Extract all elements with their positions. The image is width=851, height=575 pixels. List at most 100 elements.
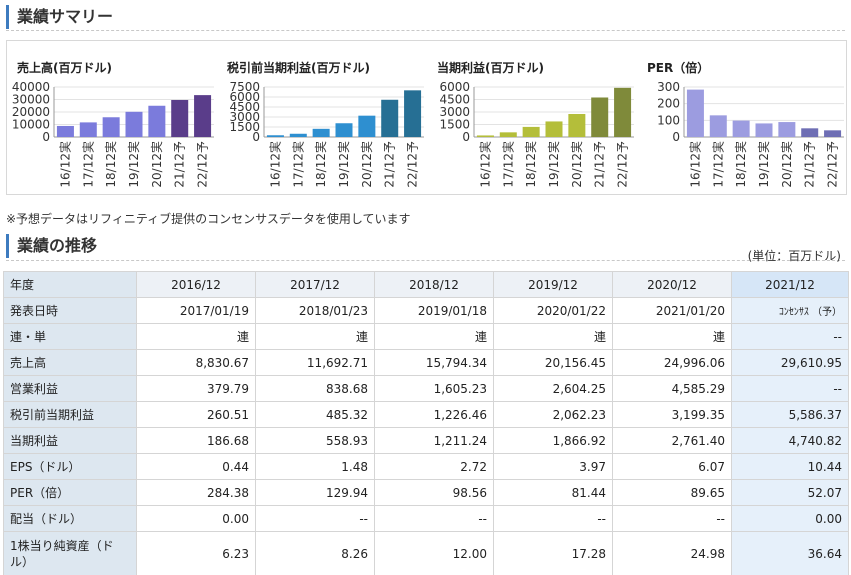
bar-20/12実[interactable] xyxy=(148,105,166,137)
bar-18/12実[interactable] xyxy=(102,117,120,137)
column-header-year: 2019/12 xyxy=(493,271,613,298)
y-tick-label: 40000 xyxy=(12,80,50,94)
x-tick-label: 16/12実 xyxy=(57,141,72,188)
table-row: 営業利益 379.79 838.68 1,605.23 2,604.25 4,585.29… xyxy=(3,375,849,402)
bar-21/12予[interactable] xyxy=(171,99,189,137)
y-tick-label: 30000 xyxy=(12,93,50,107)
table-cell: ｺﾝｾﾝｻｽ （予） xyxy=(731,297,849,324)
x-tick-label: 20/12実 xyxy=(779,141,794,188)
table-cell: 20,156.45 xyxy=(493,349,613,376)
bar-19/12実[interactable] xyxy=(545,121,563,137)
x-tick-label: 21/12予 xyxy=(803,141,817,188)
bar-16/12実[interactable] xyxy=(266,135,284,137)
table-row: 売上高 8,830.67 11,692.71 15,794.34 20,156.45 24… xyxy=(3,349,849,376)
table-cell: 10.44 xyxy=(731,453,849,480)
bar-22/12予[interactable] xyxy=(404,90,422,137)
table-cell: 2,604.25 xyxy=(493,375,613,402)
bar-19/12実[interactable] xyxy=(335,123,353,137)
y-tick-label: 4500 xyxy=(439,93,470,107)
bar-21/12予[interactable] xyxy=(591,97,609,137)
bar-17/12実[interactable] xyxy=(289,133,307,137)
x-tick-label: 18/12実 xyxy=(103,141,118,188)
x-tick-label: 18/12実 xyxy=(313,141,328,188)
table-row: 1株当り純資産（ドル） 6.23 8.26 12.00 17.28 24.98 36.64 xyxy=(3,531,849,575)
table-cell: 3.97 xyxy=(493,453,613,480)
bar-17/12実[interactable] xyxy=(709,115,727,137)
summary-charts-panel: 売上高(百万ドル) 40000 30000 20000 10000 0 16/12実 17/1… xyxy=(6,40,847,195)
table-cell: 81.44 xyxy=(493,479,613,506)
table-cell: 838.68 xyxy=(255,375,375,402)
table-cell: 11,692.71 xyxy=(255,349,375,376)
table-cell: 1,211.24 xyxy=(374,427,494,454)
table-cell: 52.07 xyxy=(731,479,849,506)
bar-20/12実[interactable] xyxy=(568,113,586,137)
table-cell: 2019/01/18 xyxy=(374,297,494,324)
row-label: 当期利益 xyxy=(3,427,137,454)
table-row: 発表日時 2017/01/19 2018/01/23 2019/01/18 2020/0… xyxy=(3,297,849,324)
x-tick-label: 17/12実 xyxy=(290,141,305,188)
table-cell: 36.64 xyxy=(731,531,849,575)
bar-21/12予[interactable] xyxy=(801,128,819,137)
x-tick-label: 20/12実 xyxy=(359,141,374,188)
table-cell: -- xyxy=(493,505,613,532)
bar-18/12実[interactable] xyxy=(522,126,540,137)
x-tick-label: 21/12予 xyxy=(173,141,187,188)
table-cell: 3,199.35 xyxy=(612,401,732,428)
performance-table: 年度 2016/12 2017/12 2018/12 2019/12 2020/12 202… xyxy=(3,271,849,575)
y-tick-label: 6000 xyxy=(229,90,260,104)
table-cell: 89.65 xyxy=(612,479,732,506)
summary-chart-1: 売上高(百万ドル) 40000 30000 20000 10000 0 16/12実 17/1… xyxy=(7,41,217,196)
y-tick-label: 0 xyxy=(672,130,680,144)
table-cell: 2017/01/19 xyxy=(136,297,256,324)
summary-title-text: 業績サマリー xyxy=(17,7,114,26)
table-cell: 6.07 xyxy=(612,453,732,480)
summary-chart-2: 税引前当期利益(百万ドル) 7500 6000 4500 3000 1500 0 16/12実… xyxy=(217,41,427,196)
bar-22/12予[interactable] xyxy=(824,130,842,137)
column-header-label: 年度 xyxy=(3,271,137,298)
x-tick-label: 22/12予 xyxy=(196,141,210,188)
chart-title: 当期利益(百万ドル) xyxy=(437,61,544,75)
bar-19/12実[interactable] xyxy=(755,123,773,137)
row-label: 配当（ドル） xyxy=(3,505,137,532)
bar-20/12実[interactable] xyxy=(778,122,796,137)
bar-21/12予[interactable] xyxy=(381,99,399,137)
x-tick-label: 19/12実 xyxy=(336,141,351,188)
row-label: 営業利益 xyxy=(3,375,137,402)
table-row: EPS（ドル） 0.44 1.48 2.72 3.97 6.07 10.44 xyxy=(3,453,849,480)
bar-22/12予[interactable] xyxy=(194,95,212,137)
bar-20/12実[interactable] xyxy=(358,115,376,137)
x-tick-label: 22/12予 xyxy=(406,141,420,188)
table-header-row: 年度 2016/12 2017/12 2018/12 2019/12 2020/12 202… xyxy=(3,271,849,298)
y-tick-label: 4500 xyxy=(229,100,260,114)
trend-title-text: 業績の推移 xyxy=(17,236,98,255)
y-tick-label: 6000 xyxy=(439,80,470,94)
bar-16/12実[interactable] xyxy=(686,89,704,137)
bar-18/12実[interactable] xyxy=(312,128,330,137)
y-tick-label: 1500 xyxy=(229,120,260,134)
table-cell: -- xyxy=(731,323,849,350)
table-cell: 連 xyxy=(493,323,613,350)
chart-title: 売上高(百万ドル) xyxy=(17,61,112,75)
bar-17/12実[interactable] xyxy=(79,122,97,137)
column-header-year: 2016/12 xyxy=(136,271,256,298)
y-tick-label: 200 xyxy=(657,97,680,111)
table-cell: -- xyxy=(255,505,375,532)
bar-16/12実[interactable] xyxy=(56,125,74,137)
bar-19/12実[interactable] xyxy=(125,111,143,137)
y-tick-label: 300 xyxy=(657,80,680,94)
table-cell: 8,830.67 xyxy=(136,349,256,376)
chart-title: PER（倍） xyxy=(647,61,710,75)
summary-section-title: 業績サマリー xyxy=(6,5,113,29)
bar-18/12実[interactable] xyxy=(732,120,750,137)
bar-22/12予[interactable] xyxy=(614,87,632,137)
bar-17/12実[interactable] xyxy=(499,132,517,137)
trend-section-title: 業績の推移 xyxy=(6,234,97,258)
table-cell: 2018/01/23 xyxy=(255,297,375,324)
trend-title-divider xyxy=(6,260,845,261)
table-cell: 29,610.95 xyxy=(731,349,849,376)
bar-16/12実[interactable] xyxy=(476,135,494,137)
column-header-year: 2017/12 xyxy=(255,271,375,298)
x-tick-label: 18/12実 xyxy=(733,141,748,188)
table-cell: 24.98 xyxy=(612,531,732,575)
table-cell: 260.51 xyxy=(136,401,256,428)
